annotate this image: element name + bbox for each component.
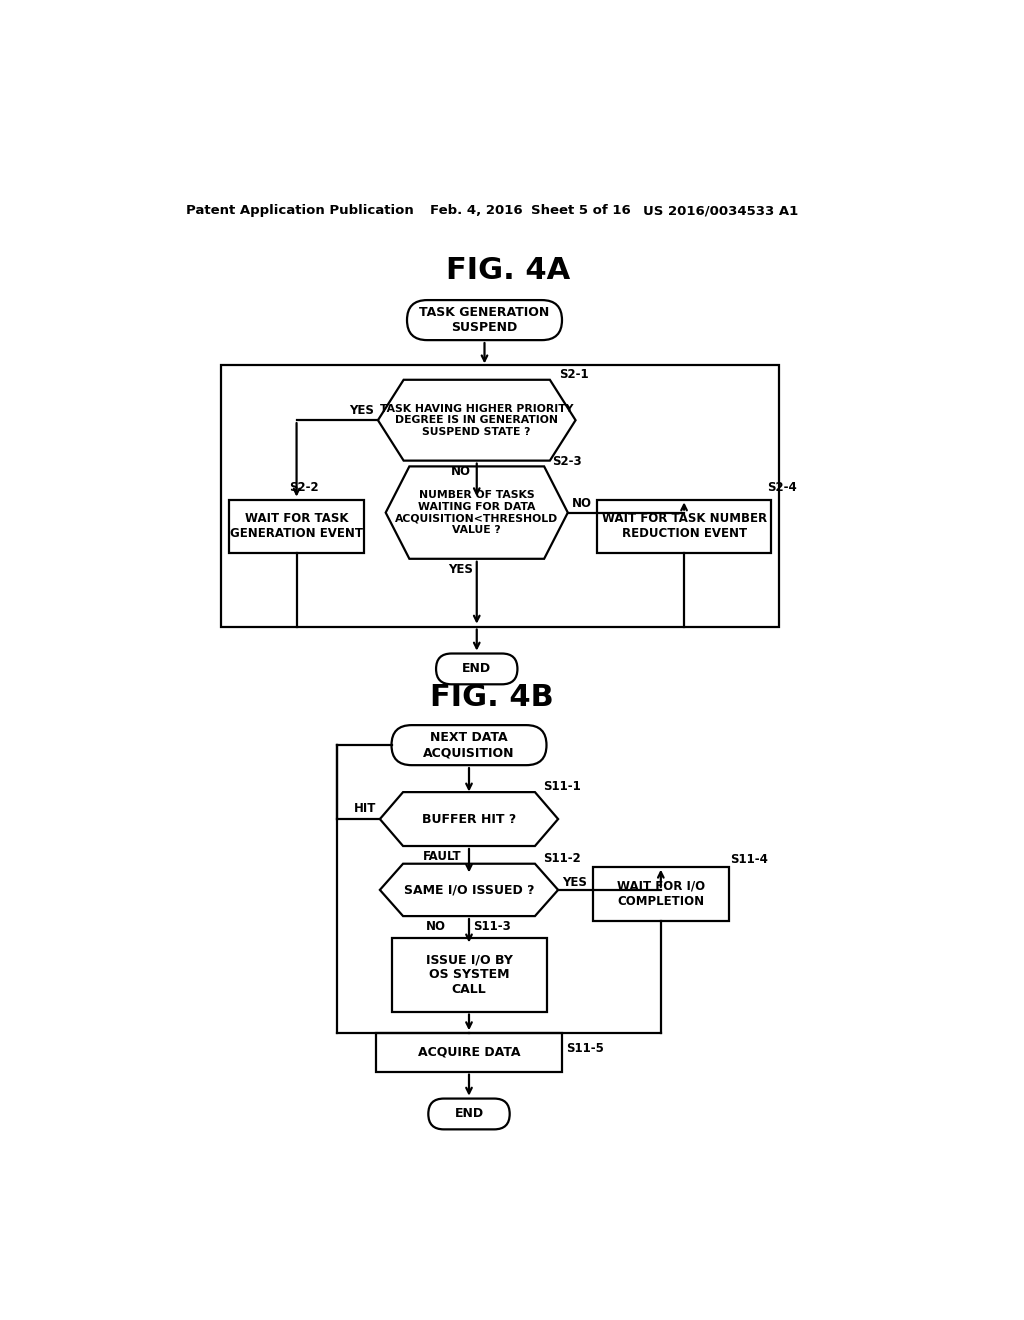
Text: S11-1: S11-1	[543, 780, 581, 793]
Text: YES: YES	[349, 404, 374, 417]
Text: NO: NO	[571, 496, 592, 510]
Text: NO: NO	[451, 465, 471, 478]
Text: BUFFER HIT ?: BUFFER HIT ?	[422, 813, 516, 825]
Text: S11-5: S11-5	[566, 1041, 604, 1055]
Bar	[228, 499, 365, 553]
Text: WAIT FOR I/O
COMPLETION: WAIT FOR I/O COMPLETION	[616, 879, 705, 908]
Text: US 2016/0034533 A1: US 2016/0034533 A1	[643, 205, 799, 218]
Text: NEXT DATA
ACQUISITION: NEXT DATA ACQUISITION	[423, 731, 515, 759]
Text: TASK GENERATION
SUSPEND: TASK GENERATION SUSPEND	[420, 306, 550, 334]
FancyBboxPatch shape	[407, 300, 562, 341]
Text: S11-2: S11-2	[543, 851, 581, 865]
Text: YES: YES	[449, 564, 473, 576]
Bar	[221, 364, 779, 627]
Bar	[376, 1034, 562, 1072]
Text: S11-3: S11-3	[473, 920, 511, 933]
Text: S2-2: S2-2	[289, 482, 318, 495]
Polygon shape	[380, 792, 558, 846]
Text: SAME I/O ISSUED ?: SAME I/O ISSUED ?	[403, 883, 535, 896]
Text: END: END	[455, 1107, 483, 1121]
Text: FIG. 4B: FIG. 4B	[430, 682, 554, 711]
FancyBboxPatch shape	[428, 1098, 510, 1130]
Text: S2-3: S2-3	[552, 454, 582, 467]
Text: Feb. 4, 2016: Feb. 4, 2016	[430, 205, 523, 218]
Text: END: END	[462, 663, 492, 676]
Text: ACQUIRE DATA: ACQUIRE DATA	[418, 1045, 520, 1059]
Text: TASK HAVING HIGHER PRIORITY
DEGREE IS IN GENERATION
SUSPEND STATE ?: TASK HAVING HIGHER PRIORITY DEGREE IS IN…	[380, 404, 573, 437]
Text: S11-4: S11-4	[730, 853, 768, 866]
Text: HIT: HIT	[353, 801, 376, 814]
Text: Patent Application Publication: Patent Application Publication	[186, 205, 414, 218]
Text: ISSUE I/O BY
OS SYSTEM
CALL: ISSUE I/O BY OS SYSTEM CALL	[426, 953, 512, 997]
Text: Sheet 5 of 16: Sheet 5 of 16	[531, 205, 631, 218]
Polygon shape	[378, 380, 575, 461]
Text: FAULT: FAULT	[423, 850, 461, 863]
FancyBboxPatch shape	[436, 653, 517, 684]
Bar	[391, 939, 547, 1011]
Text: WAIT FOR TASK
GENERATION EVENT: WAIT FOR TASK GENERATION EVENT	[230, 512, 364, 540]
Text: S2-4: S2-4	[767, 482, 797, 495]
Text: YES: YES	[562, 875, 587, 888]
FancyBboxPatch shape	[391, 725, 547, 766]
Bar	[593, 867, 729, 921]
Polygon shape	[386, 466, 568, 558]
Text: NUMBER OF TASKS
WAITING FOR DATA
ACQUISITION<THRESHOLD
VALUE ?: NUMBER OF TASKS WAITING FOR DATA ACQUISI…	[395, 490, 558, 535]
Text: FIG. 4A: FIG. 4A	[445, 256, 570, 285]
Polygon shape	[380, 863, 558, 916]
Text: S2-1: S2-1	[559, 368, 589, 381]
Text: WAIT FOR TASK NUMBER
REDUCTION EVENT: WAIT FOR TASK NUMBER REDUCTION EVENT	[601, 512, 767, 540]
Bar	[597, 499, 771, 553]
Text: NO: NO	[426, 920, 445, 933]
